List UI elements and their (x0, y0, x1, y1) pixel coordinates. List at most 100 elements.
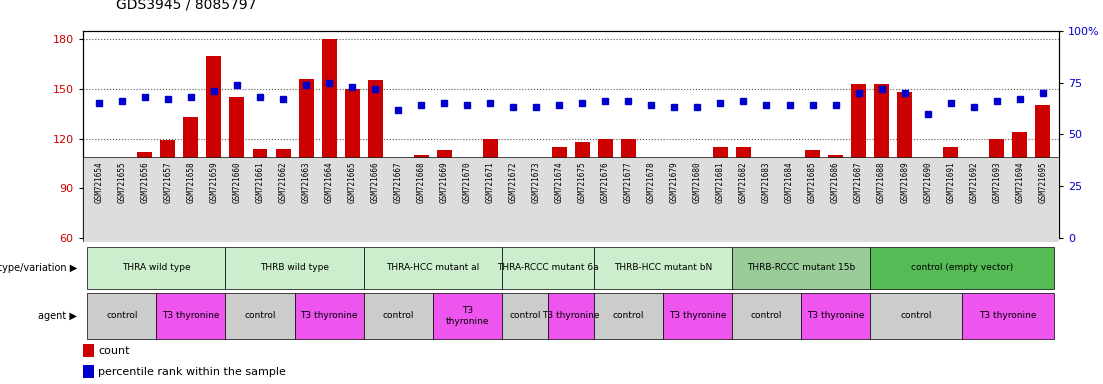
Bar (364, 293, 432, 339)
Bar (801, 293, 870, 339)
Bar (805, 150, 820, 238)
Text: T3 thyronine: T3 thyronine (668, 311, 726, 320)
Bar (87, 293, 157, 339)
Bar (1036, 105, 1050, 238)
Bar (437, 150, 451, 238)
Text: GSM721656: GSM721656 (140, 162, 149, 203)
Text: GSM721669: GSM721669 (440, 162, 449, 203)
Bar (364, 247, 502, 289)
Text: control: control (383, 311, 414, 320)
Bar (852, 84, 866, 238)
Bar (83, 157, 1059, 242)
Bar (502, 247, 593, 289)
Bar (506, 177, 521, 238)
Bar (253, 149, 268, 238)
Text: GSM721668: GSM721668 (417, 162, 426, 203)
Text: GSM721664: GSM721664 (324, 162, 333, 203)
Bar (295, 293, 364, 339)
Bar (552, 147, 567, 238)
Text: control: control (612, 311, 644, 320)
Bar (83, 344, 94, 357)
Text: control (empty vector): control (empty vector) (911, 263, 1014, 272)
Text: control: control (900, 311, 932, 320)
Text: control: control (751, 311, 782, 320)
Text: GSM721667: GSM721667 (394, 162, 403, 203)
Text: T3 thyronine: T3 thyronine (162, 311, 219, 320)
Bar (598, 139, 613, 238)
Bar (390, 188, 406, 238)
Text: GSM721670: GSM721670 (462, 162, 472, 203)
Bar (575, 142, 590, 238)
Bar (160, 140, 175, 238)
Bar (593, 247, 732, 289)
Text: T3 thyronine: T3 thyronine (979, 311, 1037, 320)
Text: GSM721677: GSM721677 (624, 162, 633, 203)
Text: GSM721690: GSM721690 (923, 162, 932, 203)
Text: GSM721691: GSM721691 (946, 162, 955, 203)
Bar (87, 247, 225, 289)
Text: GSM721692: GSM721692 (970, 162, 978, 203)
Bar (943, 147, 959, 238)
Text: GSM721695: GSM721695 (1038, 162, 1047, 203)
Bar (736, 147, 751, 238)
Text: GSM721694: GSM721694 (1015, 162, 1025, 203)
Bar (322, 39, 336, 238)
Bar (1013, 132, 1027, 238)
Text: GSM721683: GSM721683 (762, 162, 771, 203)
Bar (528, 180, 544, 238)
Bar (183, 117, 199, 238)
Text: T3 thyronine: T3 thyronine (806, 311, 865, 320)
Text: agent ▶: agent ▶ (39, 311, 77, 321)
Text: GSM721688: GSM721688 (877, 162, 886, 203)
Text: count: count (98, 346, 130, 356)
Bar (782, 177, 797, 238)
Bar (548, 293, 593, 339)
Text: GSM721659: GSM721659 (210, 162, 218, 203)
Text: GSM721675: GSM721675 (578, 162, 587, 203)
Bar (732, 247, 870, 289)
Bar (962, 293, 1054, 339)
Text: GSM721658: GSM721658 (186, 162, 195, 203)
Text: GSM721660: GSM721660 (233, 162, 242, 203)
Bar (713, 147, 728, 238)
Text: GSM721657: GSM721657 (163, 162, 172, 203)
Text: GSM721680: GSM721680 (693, 162, 702, 203)
Bar (432, 293, 502, 339)
Bar (732, 293, 801, 339)
Text: GSM721676: GSM721676 (601, 162, 610, 203)
Bar (621, 139, 635, 238)
Bar (115, 164, 129, 238)
Bar (593, 293, 663, 339)
Bar (83, 365, 94, 378)
Text: THRB wild type: THRB wild type (260, 263, 329, 272)
Text: control: control (106, 311, 138, 320)
Bar (966, 185, 982, 238)
Text: GSM721673: GSM721673 (532, 162, 540, 203)
Text: GSM721678: GSM721678 (646, 162, 656, 203)
Text: GSM721685: GSM721685 (808, 162, 817, 203)
Text: T3 thyronine: T3 thyronine (300, 311, 357, 320)
Bar (989, 139, 1004, 238)
Text: THRB-RCCC mutant 15b: THRB-RCCC mutant 15b (747, 263, 855, 272)
Bar (299, 79, 313, 238)
Text: T3 thyronine: T3 thyronine (542, 311, 600, 320)
Text: THRA-HCC mutant al: THRA-HCC mutant al (386, 263, 480, 272)
Text: GSM721663: GSM721663 (301, 162, 311, 203)
Bar (759, 172, 774, 238)
Text: T3
thyronine: T3 thyronine (446, 306, 489, 326)
Bar (870, 247, 1054, 289)
Text: GSM721666: GSM721666 (371, 162, 379, 203)
Bar (225, 293, 295, 339)
Text: GSM721662: GSM721662 (279, 162, 288, 203)
Bar (644, 172, 658, 238)
Text: GSM721687: GSM721687 (854, 162, 863, 203)
Bar (828, 155, 843, 238)
Bar (138, 152, 152, 238)
Bar (690, 185, 705, 238)
Text: GSM721665: GSM721665 (347, 162, 356, 203)
Bar (502, 293, 548, 339)
Text: GSM721671: GSM721671 (485, 162, 495, 203)
Bar (414, 155, 429, 238)
Bar (206, 56, 222, 238)
Text: control: control (244, 311, 276, 320)
